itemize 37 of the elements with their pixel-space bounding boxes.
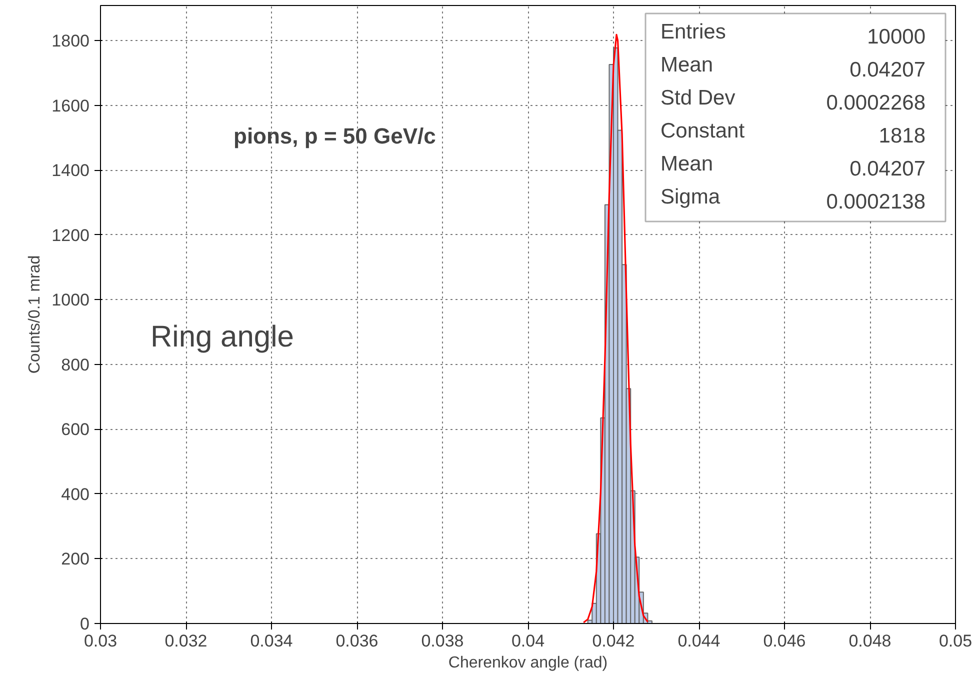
x-tick-label: 0.036 bbox=[336, 632, 378, 650]
y-axis-title: Counts/0.1 mrad bbox=[26, 255, 44, 374]
x-tick-label: 0.05 bbox=[938, 632, 972, 650]
annotation: Mean bbox=[660, 152, 714, 176]
annotation: 0.04207 bbox=[850, 58, 926, 82]
annotation: 0.04207 bbox=[850, 158, 926, 180]
x-tick-label: 0.046 bbox=[763, 632, 806, 650]
x-tick-label: 0.048 bbox=[848, 632, 892, 650]
y-tick-label: 600 bbox=[61, 420, 90, 440]
x-tick-label: 0.044 bbox=[678, 632, 720, 650]
annotation: Mean bbox=[660, 54, 714, 76]
x-tick-label: 0.038 bbox=[421, 632, 464, 650]
annotation: 1818 bbox=[878, 124, 926, 148]
x-tick-label: 0.032 bbox=[164, 632, 208, 650]
annotation: pions, p = 50 GeV/c bbox=[234, 124, 436, 148]
annotation: 0.0002138 bbox=[826, 190, 926, 214]
annotation: Entries bbox=[660, 20, 726, 44]
x-tick-label: 0.03 bbox=[84, 632, 118, 650]
annotation: Std Dev bbox=[660, 86, 736, 110]
y-tick-label: 400 bbox=[61, 484, 90, 504]
y-tick-label: 800 bbox=[61, 355, 90, 374]
y-tick-label: 0 bbox=[80, 614, 90, 634]
y-tick-label: 1000 bbox=[52, 290, 90, 310]
y-tick-label: 1200 bbox=[52, 226, 90, 245]
annotation: 10000 bbox=[867, 26, 926, 48]
y-tick-label: 200 bbox=[61, 550, 90, 569]
x-tick-label: 0.04 bbox=[511, 632, 545, 650]
annotation: Constant bbox=[660, 120, 745, 142]
x-tick-label: 0.034 bbox=[250, 632, 293, 650]
y-tick-label: 1600 bbox=[52, 96, 90, 116]
annotation: 0.0002268 bbox=[826, 92, 926, 114]
annotation: Sigma bbox=[660, 186, 720, 208]
x-axis-title: Cherenkov angle (rad) bbox=[448, 654, 608, 672]
y-tick-label: 1400 bbox=[52, 161, 90, 180]
x-tick-label: 0.042 bbox=[592, 632, 635, 650]
annotation: Ring angle bbox=[150, 320, 294, 354]
y-tick-label: 1800 bbox=[52, 31, 90, 50]
